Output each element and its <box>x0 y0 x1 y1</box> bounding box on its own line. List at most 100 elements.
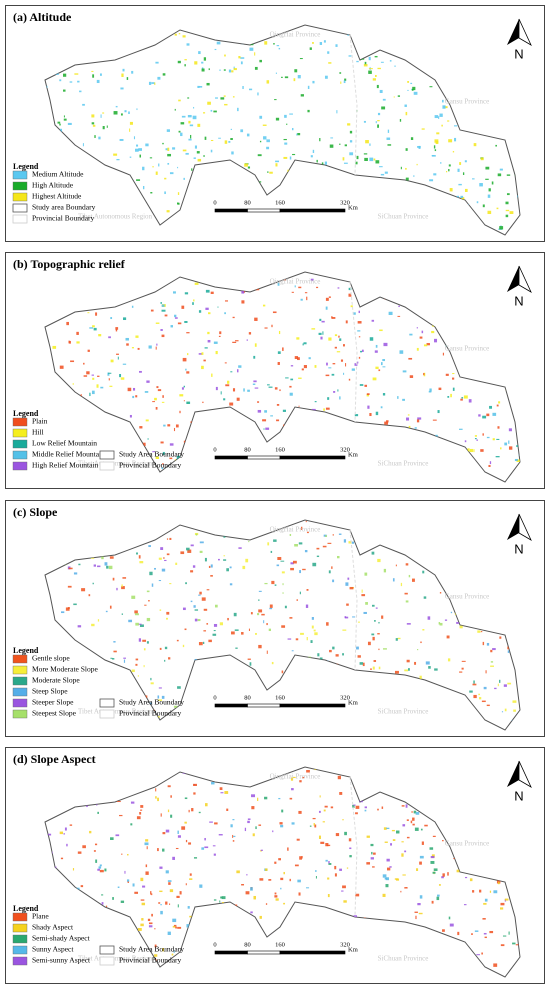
terrain-patch <box>302 173 305 177</box>
terrain-patch <box>89 830 92 834</box>
terrain-patch <box>281 571 285 574</box>
terrain-patch <box>445 818 447 822</box>
terrain-patch <box>400 890 402 893</box>
terrain-patch <box>316 286 319 289</box>
terrain-patch <box>337 775 341 780</box>
terrain-patch <box>291 291 294 293</box>
terrain-patch <box>453 542 457 544</box>
terrain-patch <box>307 915 310 919</box>
terrain-patch <box>105 692 109 696</box>
terrain-patch <box>442 352 445 356</box>
terrain-patch <box>46 800 50 805</box>
terrain-patch <box>206 713 208 716</box>
terrain-patch <box>231 956 234 958</box>
terrain-patch <box>494 687 497 690</box>
terrain-patch <box>515 944 520 946</box>
terrain-patch <box>469 622 473 624</box>
terrain-patch <box>449 188 453 192</box>
terrain-patch <box>69 340 71 344</box>
terrain-patch <box>499 534 502 538</box>
terrain-patch <box>57 912 60 915</box>
terrain-patch <box>462 172 465 176</box>
terrain-patch <box>366 926 370 929</box>
terrain-patch <box>419 895 423 899</box>
terrain-patch <box>97 619 100 622</box>
terrain-patch <box>346 867 349 869</box>
terrain-patch <box>193 299 195 302</box>
terrain-patch <box>404 104 407 107</box>
terrain-patch <box>446 707 449 711</box>
terrain-patch <box>185 368 187 371</box>
terrain-patch <box>391 829 395 832</box>
terrain-patch <box>479 889 482 893</box>
terrain-patch <box>317 653 320 657</box>
terrain-patch <box>242 86 244 90</box>
terrain-patch <box>253 380 257 383</box>
terrain-patch <box>287 441 291 443</box>
terrain-patch <box>172 521 174 524</box>
terrain-patch <box>108 336 111 339</box>
terrain-patch <box>263 947 266 949</box>
terrain-patch <box>392 25 396 28</box>
terrain-patch <box>189 471 194 473</box>
terrain-patch <box>265 427 270 430</box>
terrain-patch <box>516 221 519 223</box>
scale-segment <box>214 208 248 213</box>
terrain-patch <box>195 533 198 536</box>
terrain-patch <box>136 536 139 540</box>
terrain-patch <box>213 191 217 194</box>
terrain-patch <box>357 525 360 529</box>
terrain-patch <box>303 342 307 345</box>
terrain-patch <box>488 464 491 467</box>
terrain-patch <box>202 401 204 404</box>
terrain-patch <box>210 193 214 197</box>
legend-swatch <box>12 956 28 966</box>
scale-segment <box>279 703 346 708</box>
terrain-patch <box>230 138 233 140</box>
terrain-patch <box>487 810 490 813</box>
terrain-patch <box>61 611 65 614</box>
terrain-patch <box>496 404 499 407</box>
terrain-patch <box>296 656 299 659</box>
scale-label: 160 <box>275 694 285 701</box>
terrain-patch <box>381 685 385 688</box>
terrain-patch <box>298 405 300 407</box>
terrain-patch <box>485 26 488 30</box>
terrain-patch <box>187 906 190 909</box>
terrain-patch <box>371 633 375 636</box>
terrain-patch <box>344 684 348 687</box>
terrain-patch <box>139 370 142 373</box>
terrain-patch <box>258 599 260 601</box>
terrain-patch <box>78 563 81 566</box>
terrain-patch <box>514 820 517 822</box>
terrain-patch <box>491 857 496 860</box>
terrain-patch <box>378 699 383 702</box>
terrain-patch <box>155 788 157 792</box>
terrain-patch <box>463 904 467 906</box>
terrain-patch <box>260 478 264 482</box>
terrain-patch <box>135 622 139 626</box>
terrain-patch <box>289 972 291 976</box>
terrain-patch <box>133 200 138 204</box>
terrain-patch <box>182 962 185 966</box>
terrain-patch <box>395 968 399 971</box>
terrain-patch <box>344 831 347 836</box>
scale-label: 80 <box>244 446 251 453</box>
terrain-patch <box>139 726 144 730</box>
terrain-patch <box>242 26 246 31</box>
terrain-patch <box>65 607 70 611</box>
terrain-patch <box>161 334 165 338</box>
terrain-patch <box>474 438 477 440</box>
terrain-patch <box>521 313 524 316</box>
terrain-patch <box>177 904 179 908</box>
terrain-patch <box>198 945 201 949</box>
terrain-patch <box>51 795 55 799</box>
terrain-patch <box>504 442 508 446</box>
legend-title: Legend <box>13 162 39 171</box>
terrain-patch <box>269 604 273 608</box>
terrain-patch <box>143 36 145 40</box>
terrain-patch <box>190 715 195 719</box>
terrain-patch <box>213 853 216 856</box>
terrain-patch <box>405 563 409 566</box>
terrain-patch <box>155 346 157 350</box>
